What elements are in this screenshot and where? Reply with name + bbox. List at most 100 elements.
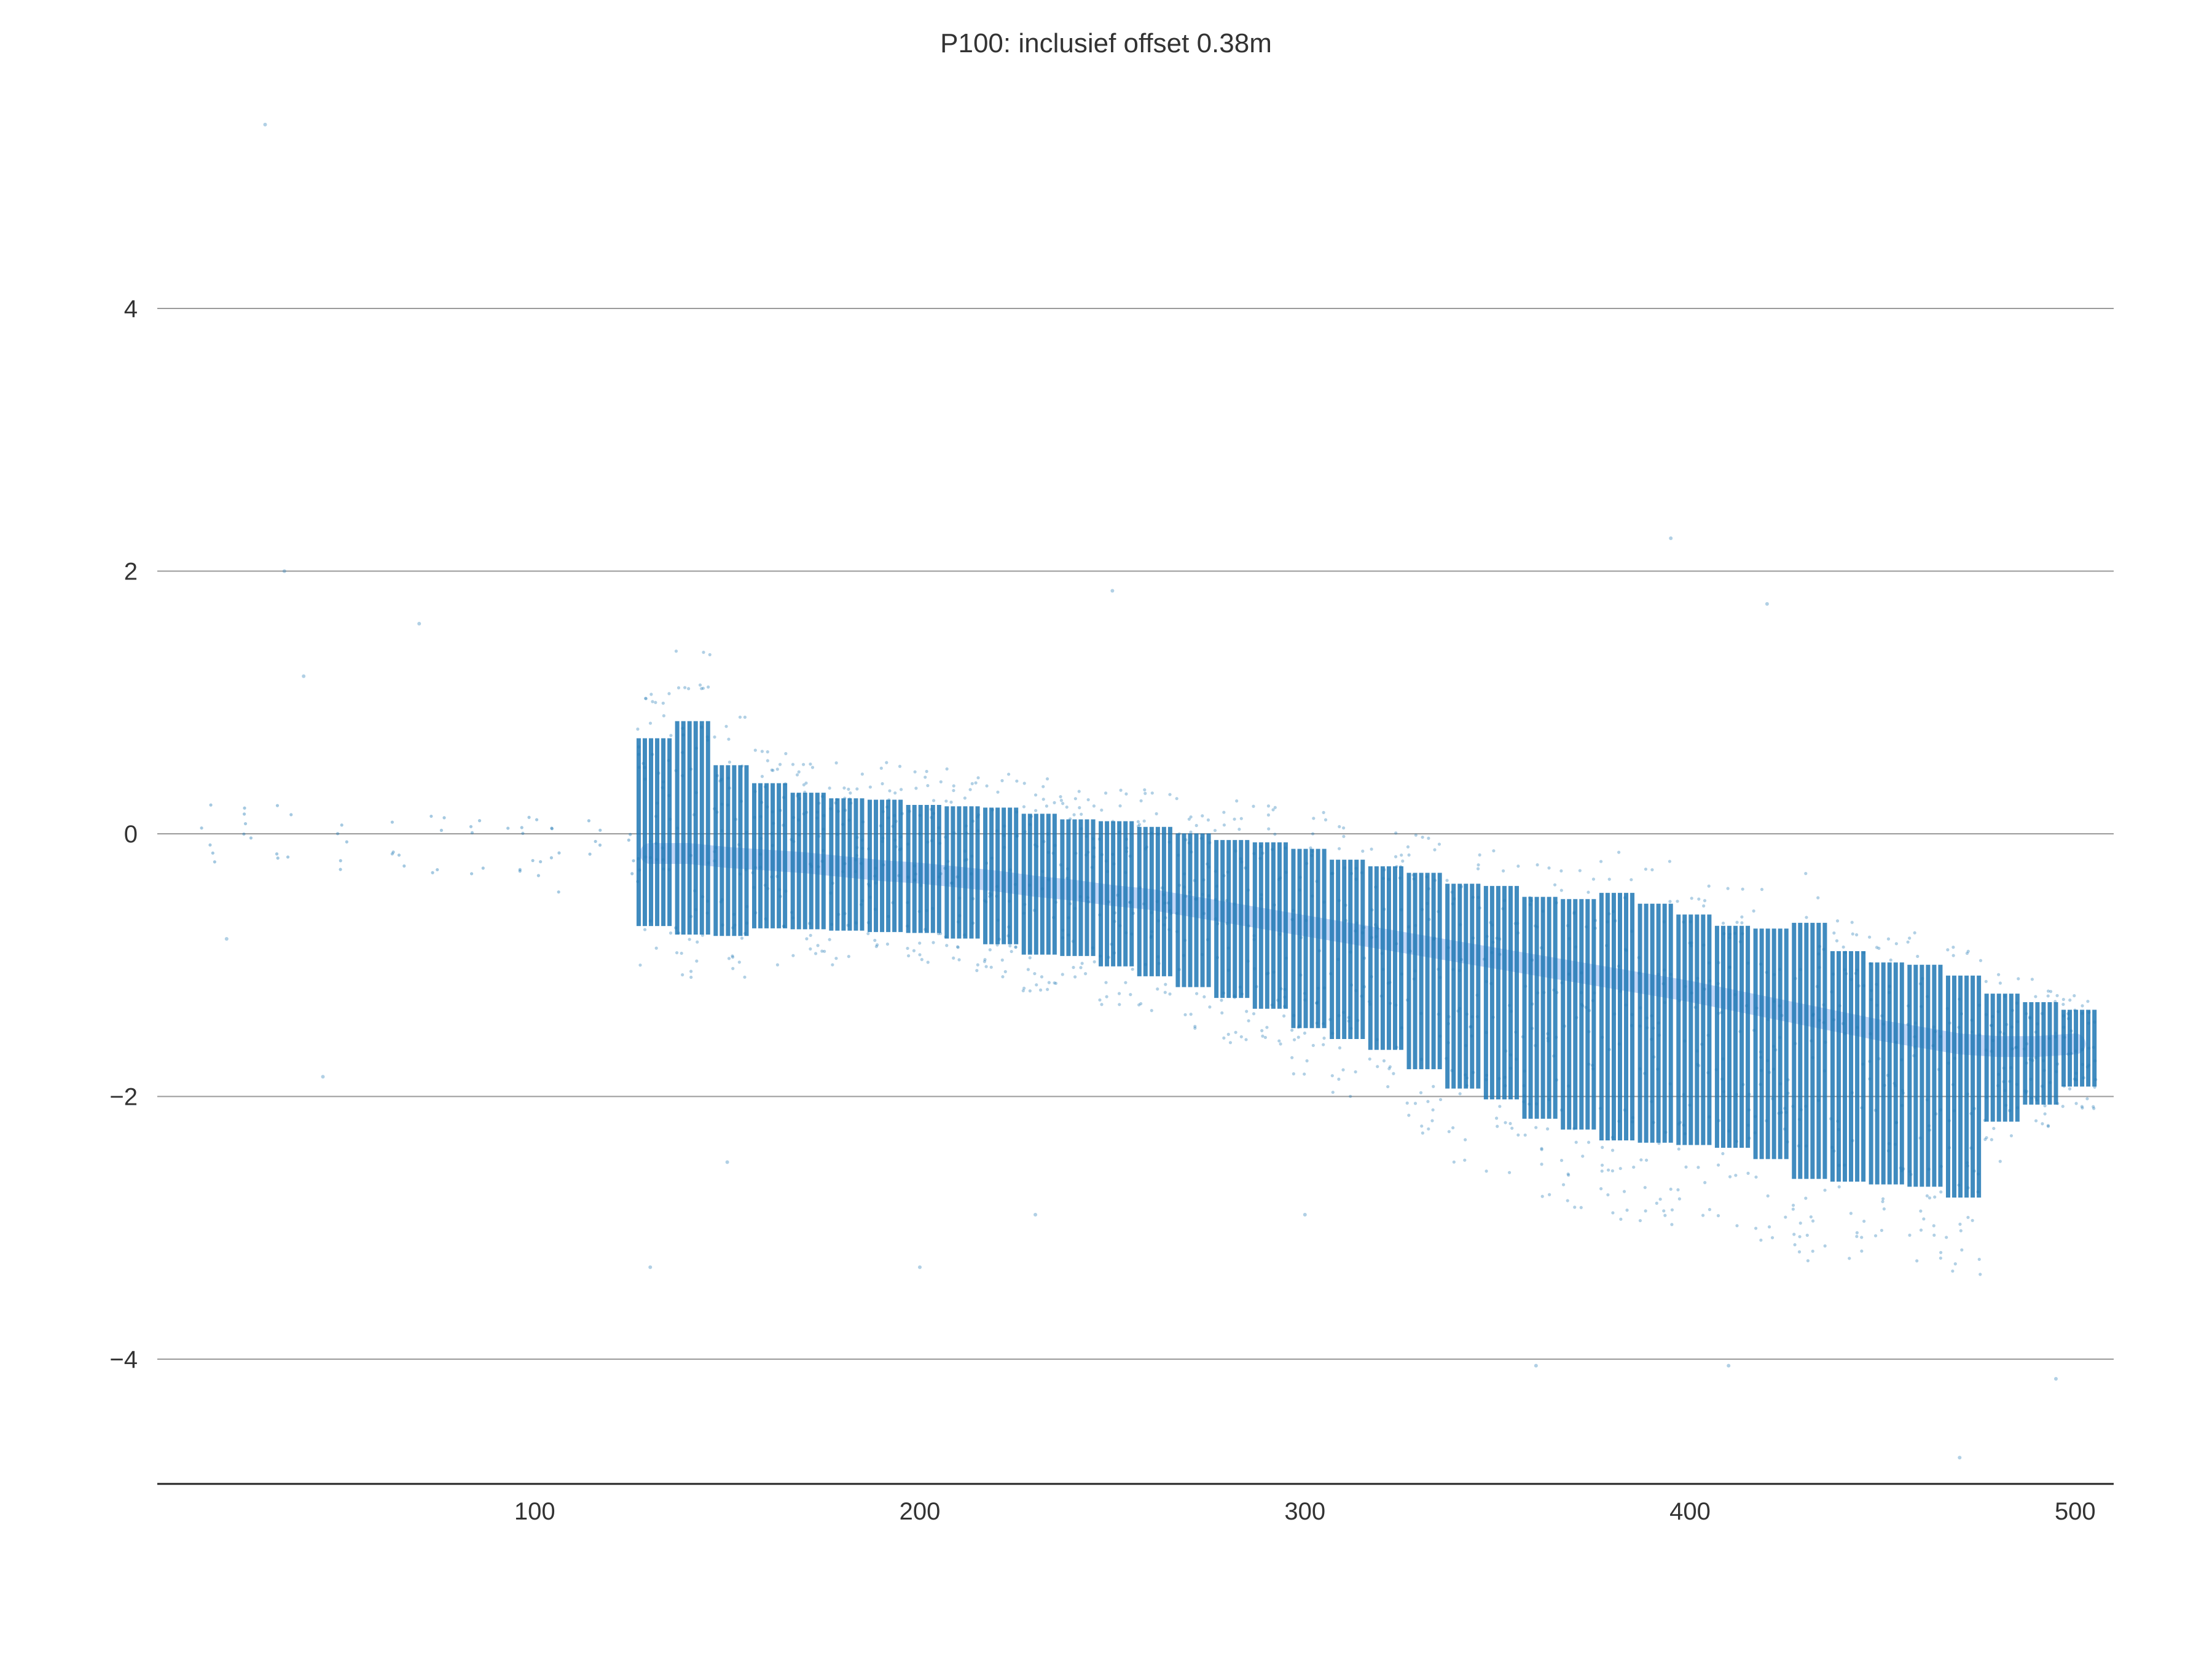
- data-point: [720, 829, 724, 833]
- data-point: [1382, 868, 1386, 872]
- data-point: [1733, 992, 1737, 997]
- data-point: [1046, 987, 1049, 991]
- data-point: [1098, 913, 1102, 917]
- data-point: [1531, 1002, 1534, 1006]
- data-point: [1028, 956, 1032, 960]
- data-point: [1971, 1218, 1974, 1222]
- data-point: [874, 881, 877, 885]
- data-point: [644, 697, 648, 700]
- data-point: [2025, 1012, 2028, 1016]
- data-point: [1490, 951, 1494, 954]
- data-point: [1966, 1161, 1969, 1165]
- data-point: [1437, 909, 1440, 914]
- data-point: [1199, 836, 1203, 841]
- data-point: [1104, 859, 1108, 863]
- data-point: [798, 833, 801, 837]
- data-point: [820, 860, 824, 863]
- data-point: [1925, 995, 1929, 998]
- data-point: [1029, 823, 1032, 826]
- data-point: [1177, 853, 1180, 857]
- data-point: [655, 858, 659, 861]
- data-point: [1162, 893, 1166, 896]
- data-point: [1714, 1068, 1718, 1072]
- data-point: [1559, 869, 1563, 873]
- data-point: [1535, 925, 1539, 929]
- data-point: [1637, 971, 1641, 975]
- data-point: [1951, 946, 1955, 949]
- data-point: [1105, 869, 1109, 873]
- data-point: [1375, 1038, 1379, 1041]
- data-point: [1311, 832, 1315, 836]
- data-point: [1080, 962, 1084, 965]
- data-point: [1226, 946, 1230, 950]
- data-point: [1395, 942, 1398, 946]
- data-point: [1189, 830, 1193, 834]
- data-point: [1477, 863, 1480, 867]
- data-point: [887, 816, 890, 820]
- data-point: [1546, 1037, 1550, 1040]
- data-point: [1279, 987, 1283, 990]
- data-point: [2030, 1096, 2033, 1100]
- data-point: [1877, 1057, 1881, 1061]
- data-point: [1225, 898, 1229, 903]
- data-point: [1489, 982, 1493, 986]
- data-point: [676, 826, 680, 830]
- data-point: [963, 933, 967, 937]
- data-point: [931, 799, 936, 802]
- data-point: [598, 843, 602, 847]
- data-point: [1459, 957, 1463, 962]
- data-point: [689, 767, 693, 771]
- data-point: [1189, 815, 1193, 819]
- data-point: [891, 901, 895, 904]
- data-point: [649, 692, 653, 696]
- data-point: [1362, 985, 1367, 989]
- data-point: [1849, 978, 1853, 981]
- data-point: [728, 786, 731, 790]
- data-point: [1830, 1145, 1834, 1149]
- data-point: [1341, 1011, 1346, 1014]
- data-point: [1445, 879, 1449, 882]
- data-point: [674, 649, 678, 653]
- data-point: [868, 895, 872, 899]
- data-point: [1662, 1209, 1666, 1213]
- data-point: [1927, 1124, 1931, 1128]
- data-point: [2024, 1091, 2028, 1095]
- data-point: [1331, 1091, 1335, 1094]
- data-point: [996, 790, 1000, 794]
- data-point: [1253, 967, 1257, 971]
- data-point: [632, 859, 635, 863]
- data-point: [1747, 1092, 1751, 1096]
- data-point: [918, 814, 922, 817]
- data-point: [1804, 1144, 1808, 1148]
- data-point: [975, 968, 979, 973]
- data-point: [1069, 902, 1072, 906]
- data-point: [1998, 1159, 2002, 1163]
- data-point: [2010, 1008, 2014, 1013]
- data-point: [1753, 1115, 1757, 1118]
- data-point: [1810, 1039, 1813, 1043]
- data-point: [805, 937, 809, 941]
- data-point: [1008, 868, 1013, 872]
- data-point: [1498, 1105, 1502, 1108]
- data-point: [667, 794, 671, 798]
- data-point: [2061, 1002, 2065, 1006]
- data-point: [989, 965, 993, 969]
- data-point: [1677, 1197, 1681, 1201]
- data-point: [1900, 1058, 1904, 1062]
- data-point: [1337, 1077, 1341, 1081]
- data-point: [1342, 834, 1346, 838]
- data-point: [1702, 904, 1706, 908]
- data-point: [1722, 931, 1726, 936]
- data-point: [1000, 958, 1004, 962]
- data-point: [1696, 976, 1700, 980]
- x-tick-label: 200: [900, 1498, 941, 1525]
- data-point: [531, 858, 535, 863]
- data-point: [1498, 937, 1502, 941]
- data-point: [971, 921, 975, 925]
- data-point: [1183, 872, 1186, 876]
- data-point: [1869, 989, 1873, 992]
- data-point: [1350, 983, 1354, 987]
- data-point: [1976, 1190, 1980, 1194]
- data-point: [1887, 990, 1891, 994]
- data-point: [1607, 912, 1611, 916]
